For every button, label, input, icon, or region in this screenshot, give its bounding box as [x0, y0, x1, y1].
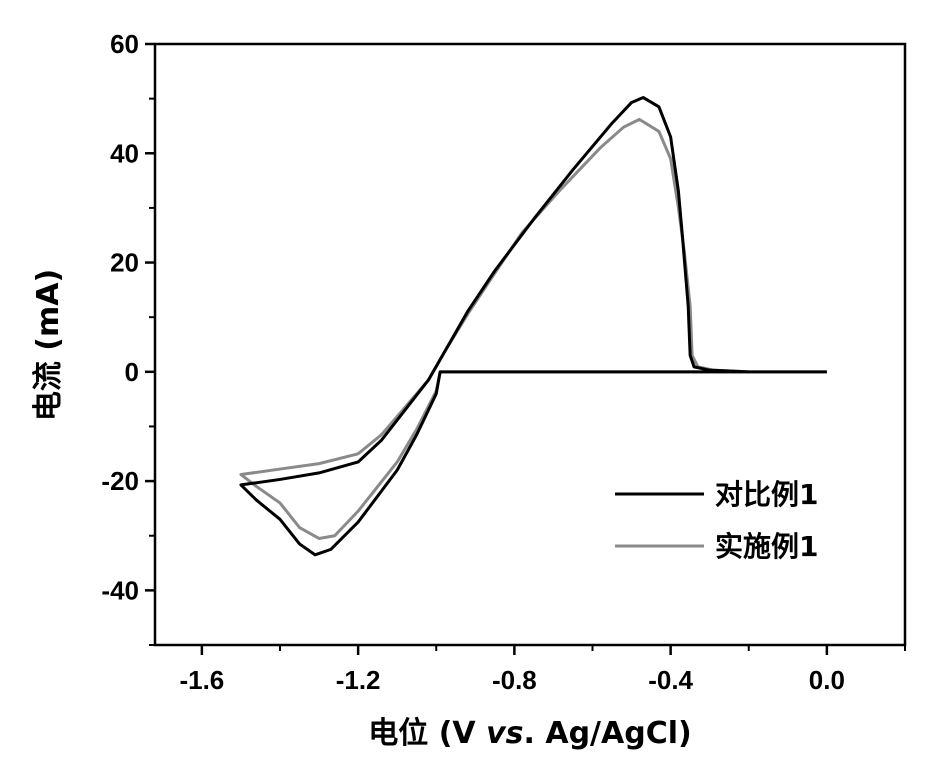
x-axis: -1.6 -1.2 -0.8 -0.4 0.0	[179, 645, 905, 695]
y-tick-label: 40	[110, 138, 139, 168]
y-tick-label: -20	[101, 466, 139, 496]
x-axis-title: 电位 (V vs. Ag/AgCl)	[368, 716, 691, 751]
svg-text:电位 (V vs. Ag/AgCl): 电位 (V vs. Ag/AgCl)	[368, 716, 691, 751]
y-tick-label: 60	[110, 29, 139, 59]
x-tick-label: 0.0	[809, 665, 845, 695]
x-tick-label: -1.2	[336, 665, 381, 695]
legend-label-series-2: 实施例1	[715, 530, 818, 563]
series-line-2	[241, 119, 827, 538]
y-tick-label: 20	[110, 248, 139, 278]
x-tick-label: -0.8	[492, 665, 537, 695]
legend: 对比例1 实施例1	[615, 478, 818, 563]
y-tick-label: -40	[101, 575, 139, 605]
x-tick-label: -1.6	[179, 665, 224, 695]
y-tick-label: 0	[125, 357, 139, 387]
x-tick-label: -0.4	[648, 665, 693, 695]
legend-label-series-1: 对比例1	[715, 478, 818, 511]
y-axis: -40 -20 0 20 40 60	[101, 29, 155, 645]
y-axis-title: 电流 (mA)	[31, 269, 66, 421]
